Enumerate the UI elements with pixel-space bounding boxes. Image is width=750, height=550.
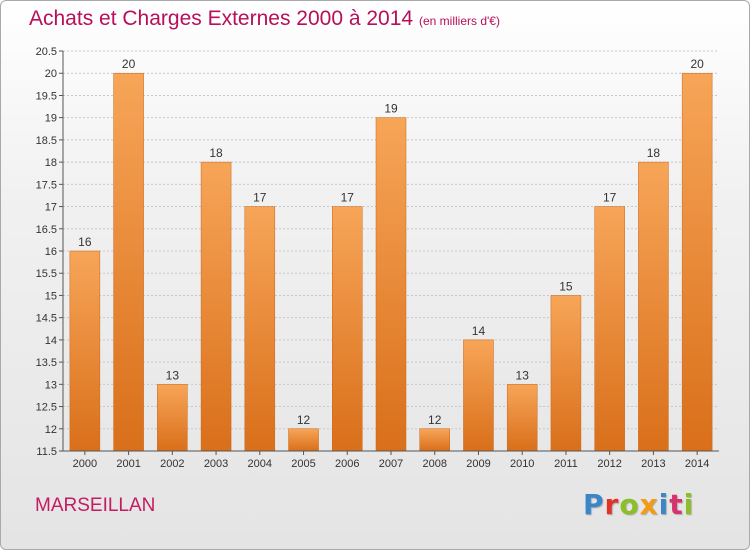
x-tick-label: 2002 [160, 458, 184, 470]
bar-2013 [638, 161, 669, 452]
x-tick-label: 2006 [335, 458, 359, 470]
x-tick-label: 2009 [466, 458, 490, 470]
data-label: 17 [341, 191, 355, 205]
bar-2000 [69, 250, 101, 452]
data-label: 12 [428, 413, 442, 427]
y-tick-label: 20 [45, 68, 57, 80]
y-tick-label: 14 [45, 335, 57, 347]
data-label: 20 [122, 57, 136, 71]
data-label: 17 [253, 191, 267, 205]
bar-2005 [288, 428, 319, 452]
bar-2012 [594, 206, 625, 452]
bar-2001 [113, 72, 144, 452]
data-label: 19 [384, 102, 398, 116]
bar-2014 [681, 72, 713, 452]
bars [69, 72, 713, 452]
bar-2007 [375, 117, 407, 452]
y-tick-label: 12 [45, 424, 57, 436]
logo-letter: t [669, 488, 684, 521]
y-tick-label: 13.5 [36, 357, 57, 369]
y-tick-label: 17 [45, 202, 57, 214]
y-tick-label: 16.5 [36, 224, 57, 236]
data-label: 20 [690, 57, 704, 71]
data-label: 18 [647, 146, 661, 160]
chart-subtitle: (en milliers d'€) [419, 14, 500, 28]
x-tick-label: 2001 [116, 458, 140, 470]
data-label: 12 [297, 413, 311, 427]
commune-name: MARSEILLAN [35, 495, 156, 516]
logo-letter: o [619, 488, 640, 521]
x-tick-label: 2013 [641, 458, 665, 470]
logo-letter: r [604, 488, 620, 521]
data-label: 16 [78, 235, 92, 249]
data-labels: 16 20 13 18 17 12 17 19 12 14 13 15 17 18 20 [78, 57, 704, 427]
y-tick-label: 15 [45, 290, 57, 302]
y-axis-ticks: 11.5 12 12.5 13 13.5 14 14.5 15 15.5 16 16.5 17 17.5… [36, 46, 63, 458]
data-label: 18 [209, 146, 223, 160]
y-tick-label: 11.5 [36, 446, 57, 458]
y-tick-label: 19.5 [36, 90, 57, 102]
x-tick-label: 2005 [291, 458, 315, 470]
x-tick-label: 2008 [422, 458, 446, 470]
x-tick-label: 2014 [685, 458, 709, 470]
x-tick-label: 2003 [204, 458, 228, 470]
data-label: 15 [559, 279, 573, 293]
bar-2006 [332, 206, 363, 452]
x-tick-label: 2012 [597, 458, 621, 470]
y-tick-label: 16 [45, 246, 57, 258]
logo-letter: i [658, 488, 670, 521]
bar-2011 [550, 295, 582, 452]
y-tick-label: 18.5 [36, 135, 57, 147]
proxiti-logo: Proxiti [583, 488, 694, 521]
bar-2009 [463, 339, 494, 452]
x-tick-label: 2010 [510, 458, 534, 470]
chart-title: Achats et Charges Externes 2000 à 2014 [29, 7, 414, 30]
bar-2002 [157, 384, 188, 452]
bar-2008 [419, 428, 450, 452]
logo-letter: P [583, 488, 605, 521]
logo-letter: x [639, 488, 659, 521]
y-tick-label: 14.5 [36, 313, 57, 325]
logo-letter: i [683, 488, 695, 521]
x-tick-label: 2011 [554, 458, 578, 470]
y-tick-label: 13 [45, 379, 57, 391]
y-tick-label: 12.5 [36, 402, 57, 414]
x-tick-label: 2000 [73, 458, 97, 470]
y-tick-label: 18 [45, 157, 57, 169]
y-tick-label: 15.5 [36, 268, 57, 280]
bar-2003 [200, 161, 232, 452]
axes [62, 51, 719, 452]
x-tick-label: 2004 [248, 458, 272, 470]
bar-2004 [244, 206, 276, 452]
data-label: 17 [603, 191, 617, 205]
y-tick-label: 17.5 [36, 179, 57, 191]
y-tick-label: 19 [45, 113, 57, 125]
data-label: 14 [472, 324, 486, 338]
y-tick-label: 20.5 [36, 46, 57, 58]
x-axis-ticks: 2000 2001 2002 2003 2004 2005 2006 2007 2008 2009… [73, 451, 709, 470]
x-tick-label: 2007 [379, 458, 403, 470]
data-label: 13 [516, 368, 530, 382]
data-label: 13 [166, 368, 180, 382]
bar-2010 [506, 384, 538, 452]
